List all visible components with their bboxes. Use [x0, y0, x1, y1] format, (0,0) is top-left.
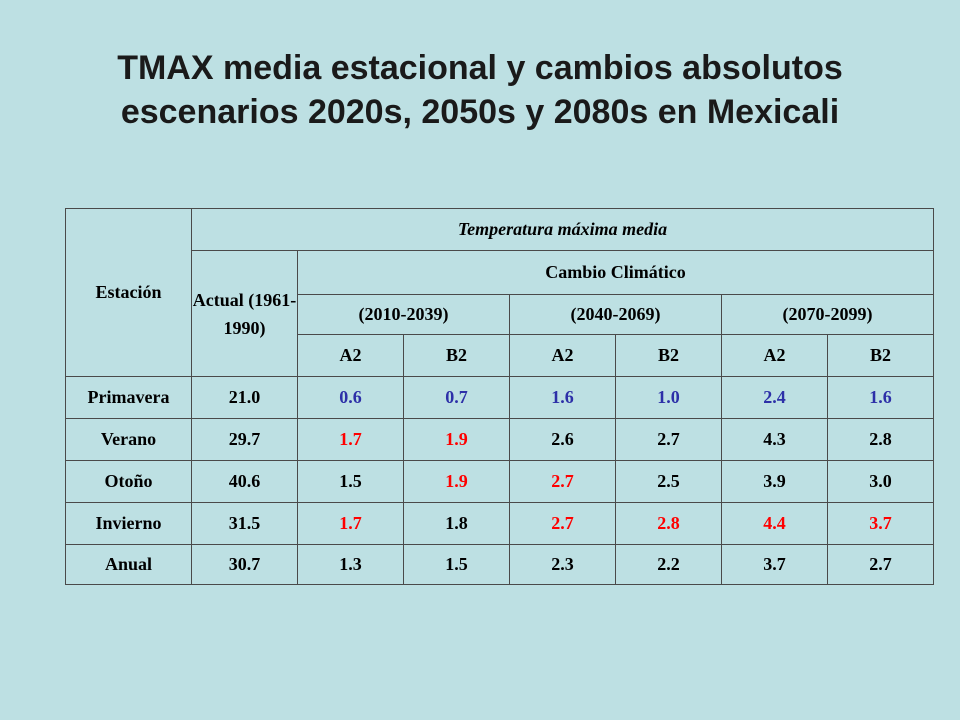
- change-value: 1.9: [403, 418, 510, 461]
- page-title: TMAX media estacional y cambios absoluto…: [117, 49, 843, 131]
- period-header-2040-2069: (2040-2069): [509, 294, 722, 335]
- row-label: Anual: [65, 544, 192, 585]
- table-row: Invierno 31.5 1.7 1.8 2.7 2.8 4.4 3.7: [65, 502, 934, 545]
- table-row: Primavera 21.0 0.6 0.7 1.6 1.0 2.4 1.6: [65, 376, 934, 419]
- scenario-header: A2: [721, 334, 828, 377]
- change-value: 4.4: [721, 502, 828, 545]
- station-header: Estación: [65, 208, 192, 377]
- change-value: 2.4: [721, 376, 828, 419]
- period-header-2010-2039: (2010-2039): [297, 294, 510, 335]
- change-value: 2.6: [509, 418, 616, 461]
- actual-header: Actual (1961-1990): [191, 250, 298, 377]
- change-value: 0.6: [297, 376, 404, 419]
- change-value: 1.5: [403, 544, 510, 585]
- actual-value: 29.7: [191, 418, 298, 461]
- scenario-header: A2: [297, 334, 404, 377]
- climate-change-header: Cambio Climático: [297, 250, 934, 295]
- change-value: 2.7: [827, 544, 934, 585]
- change-value: 2.8: [827, 418, 934, 461]
- scenario-header: B2: [615, 334, 722, 377]
- change-value: 4.3: [721, 418, 828, 461]
- change-value: 1.9: [403, 460, 510, 503]
- tmax-table: Estación Temperatura máxima media Actual…: [65, 208, 934, 585]
- change-value: 1.7: [297, 418, 404, 461]
- change-value: 3.9: [721, 460, 828, 503]
- actual-value: 30.7: [191, 544, 298, 585]
- scenario-header: A2: [509, 334, 616, 377]
- table-row: Anual 30.7 1.3 1.5 2.3 2.2 3.7 2.7: [65, 544, 934, 585]
- change-value: 1.7: [297, 502, 404, 545]
- scenario-header: B2: [403, 334, 510, 377]
- change-value: 0.7: [403, 376, 510, 419]
- change-value: 1.3: [297, 544, 404, 585]
- change-value: 2.2: [615, 544, 722, 585]
- row-label: Verano: [65, 418, 192, 461]
- change-value: 1.6: [509, 376, 616, 419]
- table-row: Verano 29.7 1.7 1.9 2.6 2.7 4.3 2.8: [65, 418, 934, 461]
- change-value: 1.5: [297, 460, 404, 503]
- row-label: Otoño: [65, 460, 192, 503]
- change-value: 2.8: [615, 502, 722, 545]
- period-header-2070-2099: (2070-2099): [721, 294, 934, 335]
- change-value: 2.7: [615, 418, 722, 461]
- change-value: 3.7: [721, 544, 828, 585]
- actual-value: 31.5: [191, 502, 298, 545]
- scenario-header: B2: [827, 334, 934, 377]
- change-value: 1.8: [403, 502, 510, 545]
- change-value: 2.5: [615, 460, 722, 503]
- change-value: 3.0: [827, 460, 934, 503]
- change-value: 1.6: [827, 376, 934, 419]
- group-header: Temperatura máxima media: [191, 208, 934, 251]
- row-label: Primavera: [65, 376, 192, 419]
- change-value: 3.7: [827, 502, 934, 545]
- row-label: Invierno: [65, 502, 192, 545]
- change-value: 2.3: [509, 544, 616, 585]
- actual-value: 21.0: [191, 376, 298, 419]
- table-row: Otoño 40.6 1.5 1.9 2.7 2.5 3.9 3.0: [65, 460, 934, 503]
- change-value: 2.7: [509, 502, 616, 545]
- change-value: 1.0: [615, 376, 722, 419]
- actual-value: 40.6: [191, 460, 298, 503]
- change-value: 2.7: [509, 460, 616, 503]
